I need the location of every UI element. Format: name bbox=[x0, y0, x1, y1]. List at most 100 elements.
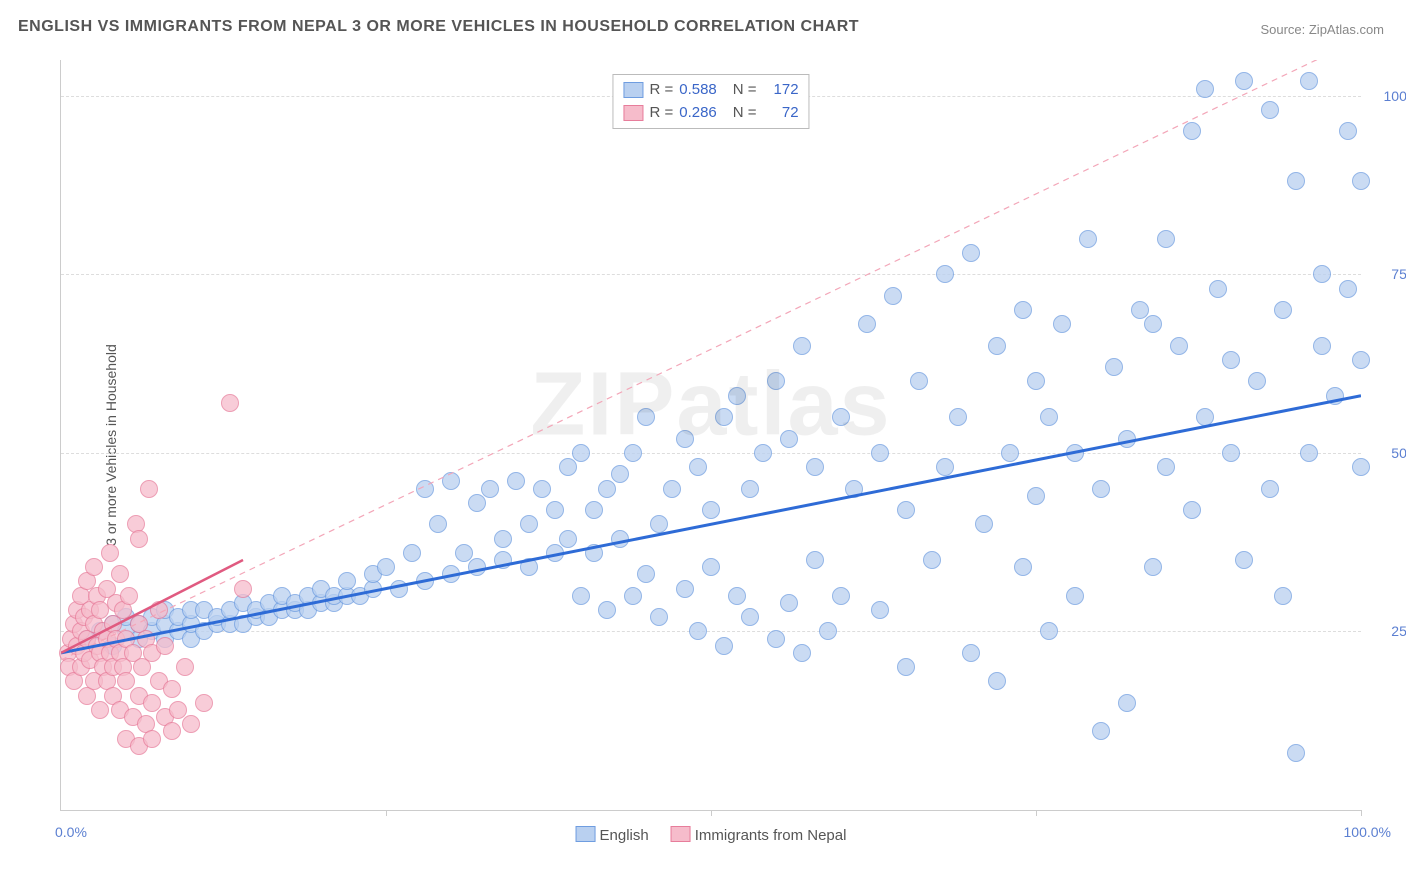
data-point bbox=[481, 480, 499, 498]
data-point bbox=[936, 265, 954, 283]
data-point bbox=[572, 444, 590, 462]
legend-swatch bbox=[576, 826, 596, 842]
data-point bbox=[637, 408, 655, 426]
source-label: Source: ZipAtlas.com bbox=[1260, 22, 1384, 37]
legend-stat-row: R =0.286N =72 bbox=[623, 102, 798, 125]
data-point bbox=[962, 244, 980, 262]
data-point bbox=[130, 530, 148, 548]
legend-r-key: R = bbox=[649, 79, 673, 102]
data-point bbox=[767, 630, 785, 648]
data-point bbox=[936, 458, 954, 476]
data-point bbox=[494, 530, 512, 548]
data-point bbox=[585, 544, 603, 562]
data-point bbox=[195, 694, 213, 712]
legend-series: English Immigrants from Nepal bbox=[576, 826, 847, 844]
data-point bbox=[143, 730, 161, 748]
data-point bbox=[910, 372, 928, 390]
data-point bbox=[559, 458, 577, 476]
data-point bbox=[624, 444, 642, 462]
data-point bbox=[949, 408, 967, 426]
data-point bbox=[1040, 408, 1058, 426]
data-point bbox=[1092, 480, 1110, 498]
data-point bbox=[1157, 458, 1175, 476]
data-point bbox=[1352, 458, 1370, 476]
gridline bbox=[61, 631, 1361, 632]
data-point bbox=[598, 601, 616, 619]
trend-lines bbox=[61, 60, 1361, 810]
data-point bbox=[806, 551, 824, 569]
legend-item: English bbox=[576, 826, 649, 844]
data-point bbox=[741, 608, 759, 626]
data-point bbox=[650, 515, 668, 533]
data-point bbox=[1196, 80, 1214, 98]
data-point bbox=[1105, 358, 1123, 376]
data-point bbox=[1157, 230, 1175, 248]
data-point bbox=[1222, 444, 1240, 462]
data-point bbox=[1066, 587, 1084, 605]
data-point bbox=[403, 544, 421, 562]
data-point bbox=[1352, 351, 1370, 369]
data-point bbox=[676, 430, 694, 448]
data-point bbox=[1183, 501, 1201, 519]
data-point bbox=[832, 408, 850, 426]
data-point bbox=[962, 644, 980, 662]
data-point bbox=[546, 544, 564, 562]
data-point bbox=[585, 501, 603, 519]
legend-n-val: 72 bbox=[763, 102, 799, 125]
data-point bbox=[1339, 280, 1357, 298]
data-point bbox=[715, 408, 733, 426]
data-point bbox=[611, 530, 629, 548]
data-point bbox=[507, 472, 525, 490]
x-tick bbox=[711, 810, 712, 816]
data-point bbox=[715, 637, 733, 655]
data-point bbox=[611, 465, 629, 483]
legend-n-key: N = bbox=[733, 102, 757, 125]
y-tick-label: 50.0% bbox=[1371, 445, 1406, 461]
data-point bbox=[663, 480, 681, 498]
data-point bbox=[520, 515, 538, 533]
data-point bbox=[1235, 551, 1253, 569]
data-point bbox=[767, 372, 785, 390]
data-point bbox=[988, 672, 1006, 690]
data-point bbox=[1313, 337, 1331, 355]
data-point bbox=[1209, 280, 1227, 298]
data-point bbox=[832, 587, 850, 605]
gridline bbox=[61, 453, 1361, 454]
data-point bbox=[1274, 587, 1292, 605]
data-point bbox=[741, 480, 759, 498]
legend-r-key: R = bbox=[649, 102, 673, 125]
data-point bbox=[1222, 351, 1240, 369]
data-point bbox=[884, 287, 902, 305]
data-point bbox=[163, 680, 181, 698]
data-point bbox=[1014, 301, 1032, 319]
legend-n-val: 172 bbox=[763, 79, 799, 102]
data-point bbox=[442, 472, 460, 490]
plot-container: 3 or more Vehicles in Household ZIPatlas… bbox=[48, 50, 1388, 840]
data-point bbox=[221, 394, 239, 412]
data-point bbox=[988, 337, 1006, 355]
data-point bbox=[1014, 558, 1032, 576]
data-point bbox=[494, 551, 512, 569]
data-point bbox=[533, 480, 551, 498]
data-point bbox=[793, 337, 811, 355]
data-point bbox=[1040, 622, 1058, 640]
data-point bbox=[1196, 408, 1214, 426]
data-point bbox=[1261, 101, 1279, 119]
data-point bbox=[871, 444, 889, 462]
data-point bbox=[1183, 122, 1201, 140]
legend-swatch bbox=[671, 826, 691, 842]
legend-item: Immigrants from Nepal bbox=[671, 826, 847, 844]
data-point bbox=[559, 530, 577, 548]
data-point bbox=[140, 480, 158, 498]
data-point bbox=[455, 544, 473, 562]
data-point bbox=[1027, 372, 1045, 390]
data-point bbox=[1092, 722, 1110, 740]
legend-stat-row: R =0.588N =172 bbox=[623, 79, 798, 102]
data-point bbox=[120, 587, 138, 605]
data-point bbox=[520, 558, 538, 576]
legend-n-key: N = bbox=[733, 79, 757, 102]
data-point bbox=[1248, 372, 1266, 390]
data-point bbox=[897, 658, 915, 676]
data-point bbox=[598, 480, 616, 498]
data-point bbox=[572, 587, 590, 605]
